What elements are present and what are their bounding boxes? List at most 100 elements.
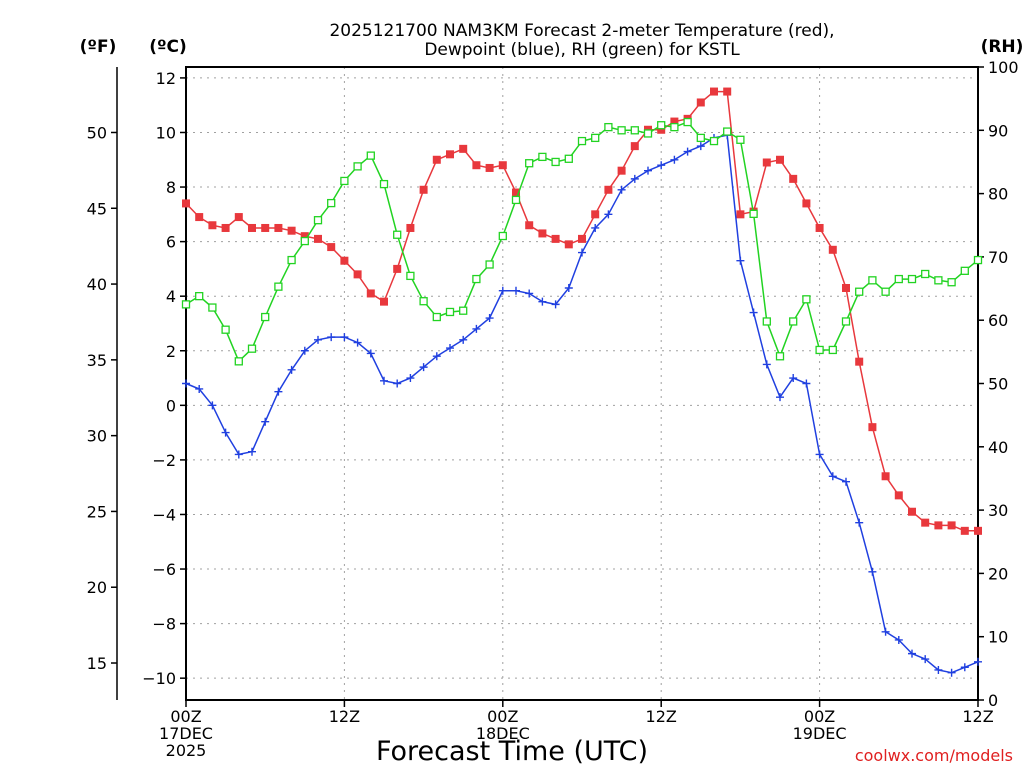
celsius-tick-label: −2 bbox=[152, 451, 176, 470]
fahrenheit-unit-label: (ºF) bbox=[80, 37, 117, 57]
dewpoint-point bbox=[512, 286, 520, 295]
dewpoint-point bbox=[644, 166, 652, 175]
dewpoint-point bbox=[261, 417, 270, 426]
dewpoint-point bbox=[657, 161, 666, 170]
dewpoint-point bbox=[868, 567, 877, 576]
rh-tick-label: 20 bbox=[988, 564, 1008, 583]
rh-point bbox=[261, 312, 270, 322]
temperature-point bbox=[419, 185, 428, 194]
rh-point bbox=[234, 357, 243, 366]
rh-point bbox=[181, 300, 191, 309]
dewpoint-point bbox=[564, 284, 573, 293]
x-tick-label: 12Z bbox=[646, 707, 677, 726]
temperature-point bbox=[287, 226, 296, 235]
temperature-point bbox=[208, 221, 217, 230]
temperature-point bbox=[314, 234, 322, 243]
rh-point bbox=[894, 274, 903, 284]
rh-point bbox=[868, 276, 877, 285]
x-tick-label: 00Z bbox=[170, 707, 201, 726]
fahrenheit-tick-label: 25 bbox=[87, 502, 107, 521]
x-tick-label: 00Z bbox=[487, 707, 518, 726]
dewpoint-point bbox=[776, 393, 784, 402]
rh-point bbox=[709, 136, 719, 146]
temperature-point bbox=[459, 144, 468, 153]
dewpoint-point bbox=[604, 210, 613, 219]
rh-point bbox=[617, 126, 626, 135]
temperature-point bbox=[525, 221, 534, 230]
rh-point bbox=[327, 198, 336, 208]
rh-point bbox=[643, 129, 653, 138]
rh-point bbox=[815, 345, 824, 355]
dewpoint-point bbox=[406, 374, 415, 383]
rh-tick-label: 60 bbox=[988, 311, 1008, 330]
rh-point bbox=[419, 297, 428, 306]
dewpoint-point bbox=[221, 428, 230, 437]
x-tick-label: 17DEC bbox=[159, 724, 213, 743]
dewpoint-point bbox=[393, 379, 402, 388]
rh-point bbox=[564, 154, 573, 163]
rh-point bbox=[630, 126, 639, 135]
rh-point bbox=[749, 209, 758, 219]
dewpoint-point bbox=[195, 384, 204, 393]
temperature-point bbox=[815, 223, 824, 232]
x-tick-label: 18DEC bbox=[476, 724, 530, 743]
rh-point bbox=[313, 216, 323, 225]
rh-point bbox=[498, 231, 507, 241]
temperature-point bbox=[578, 234, 586, 243]
temperature-point bbox=[723, 87, 732, 96]
rh-tick-label: 80 bbox=[988, 185, 1008, 204]
temperature-point bbox=[248, 223, 256, 232]
rh-point bbox=[802, 295, 811, 304]
dewpoint-point bbox=[947, 668, 956, 677]
rh-point bbox=[683, 117, 692, 127]
rh-point bbox=[459, 306, 468, 315]
dewpoint-point bbox=[314, 335, 322, 344]
x-tick-label: 19DEC bbox=[793, 724, 847, 743]
rh-point bbox=[657, 121, 666, 130]
rh-point bbox=[445, 307, 455, 317]
rh-point bbox=[604, 122, 613, 132]
dewpoint-point bbox=[617, 185, 626, 194]
temperature-point bbox=[789, 174, 798, 183]
rh-point bbox=[353, 162, 362, 171]
dewpoint-point bbox=[472, 324, 481, 333]
temperature-point bbox=[934, 521, 943, 530]
rh-point bbox=[789, 317, 798, 326]
temperature-point bbox=[855, 357, 864, 366]
dewpoint-point bbox=[630, 174, 639, 183]
temperature-point bbox=[894, 491, 903, 500]
fahrenheit-tick-label: 35 bbox=[87, 351, 107, 370]
dewpoint-point bbox=[855, 518, 864, 527]
rh-point bbox=[221, 325, 230, 334]
rh-point bbox=[881, 287, 890, 296]
rh-point bbox=[406, 271, 415, 281]
dewpoint-point bbox=[366, 349, 375, 358]
rh-tick-label: 70 bbox=[988, 248, 1008, 267]
rh-tick-label: 40 bbox=[988, 438, 1008, 457]
dewpoint-point bbox=[234, 450, 243, 459]
rh-tick-label: 10 bbox=[988, 628, 1008, 647]
dewpoint-point bbox=[934, 665, 943, 674]
temperature-point bbox=[604, 185, 613, 194]
temperature-point bbox=[710, 87, 718, 96]
dewpoint-point bbox=[908, 649, 916, 658]
temperature-point bbox=[380, 297, 388, 306]
temperature-point bbox=[274, 223, 283, 232]
temperature-point bbox=[327, 243, 336, 252]
rh-tick-label: 100 bbox=[988, 58, 1019, 77]
celsius-tick-label: −10 bbox=[142, 669, 176, 688]
dewpoint-point bbox=[551, 300, 560, 309]
temperature-point bbox=[802, 199, 811, 208]
temperature-point bbox=[234, 213, 243, 222]
temperature-point bbox=[485, 163, 494, 172]
celsius-tick-label: 2 bbox=[166, 342, 176, 361]
temperature-point bbox=[696, 98, 705, 107]
chart-title-line1: 2025121700 NAM3KM Forecast 2-meter Tempe… bbox=[329, 21, 834, 41]
temperature-point bbox=[617, 166, 626, 175]
celsius-tick-label: 4 bbox=[166, 287, 176, 306]
dewpoint-point bbox=[974, 657, 982, 666]
series-rh bbox=[181, 117, 983, 366]
celsius-tick-label: −8 bbox=[152, 615, 176, 634]
celsius-tick-label: 0 bbox=[166, 396, 176, 415]
rh-point bbox=[393, 230, 402, 239]
